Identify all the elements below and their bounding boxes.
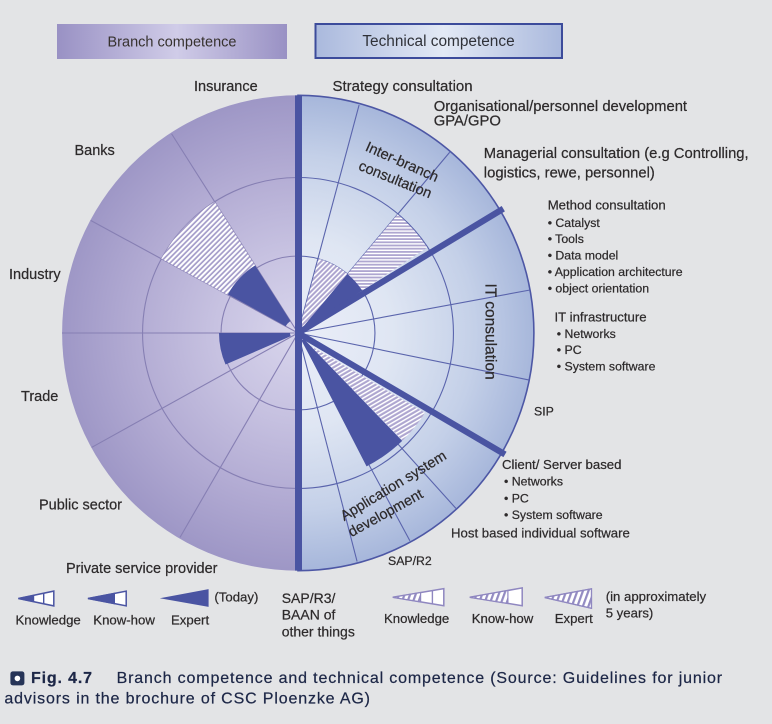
- svg-text:IT consulation: IT consulation: [482, 284, 499, 380]
- svg-text:Public sector: Public sector: [39, 498, 122, 514]
- svg-text:Expert: Expert: [555, 611, 593, 626]
- svg-text:Branch competence: Branch competence: [108, 35, 237, 51]
- svg-text:• System software: • System software: [557, 360, 656, 374]
- svg-text:Method consultation: Method consultation: [548, 198, 666, 213]
- svg-text:Client/ Server based: Client/ Server based: [502, 457, 621, 472]
- svg-text:Technical competence: Technical competence: [362, 33, 514, 50]
- svg-text:• Data model: • Data model: [548, 249, 619, 263]
- svg-text:• object orientation: • object orientation: [548, 282, 650, 296]
- svg-text:• Networks: • Networks: [504, 475, 563, 489]
- svg-text:BAAN of: BAAN of: [282, 606, 336, 622]
- svg-text:• Networks: • Networks: [557, 327, 616, 341]
- svg-text:(Today): (Today): [214, 590, 258, 605]
- svg-text:• Tools: • Tools: [548, 232, 584, 246]
- svg-text:Private service provider: Private service provider: [66, 561, 218, 577]
- svg-text:IT infrastructure: IT infrastructure: [555, 310, 647, 325]
- svg-text:other things: other things: [282, 623, 355, 639]
- svg-text:Fig. 4.7: Fig. 4.7: [31, 670, 93, 687]
- svg-text:SAP/R2: SAP/R2: [388, 554, 432, 568]
- svg-text:Branch competence and technica: Branch competence and technical competen…: [117, 670, 723, 687]
- svg-text:Know-how: Know-how: [472, 611, 534, 626]
- svg-text:Knowledge: Knowledge: [384, 611, 449, 626]
- svg-text:logistics, rewe, personnel): logistics, rewe, personnel): [484, 166, 655, 182]
- svg-text:SIP: SIP: [534, 405, 554, 419]
- svg-text:advisors in the brochure of CS: advisors in the brochure of CSC Ploenzke…: [4, 691, 370, 708]
- svg-text:Knowledge: Knowledge: [16, 613, 81, 628]
- svg-text:(in approximately: (in approximately: [606, 589, 707, 604]
- svg-text:Banks: Banks: [75, 143, 115, 159]
- svg-text:Organisational/personnel devel: Organisational/personnel development: [434, 99, 687, 115]
- svg-text:5 years): 5 years): [606, 606, 654, 621]
- svg-text:Expert: Expert: [171, 613, 209, 628]
- svg-text:Managerial consultation (e.g C: Managerial consultation (e.g Controlling…: [484, 146, 749, 162]
- svg-text:Insurance: Insurance: [194, 79, 258, 95]
- svg-text:• Catalyst: • Catalyst: [548, 216, 601, 230]
- svg-text:GPA/GPO: GPA/GPO: [434, 114, 501, 130]
- svg-text:Trade: Trade: [21, 389, 58, 405]
- svg-text:• PC: • PC: [557, 343, 582, 357]
- svg-text:Host based individual software: Host based individual software: [451, 526, 630, 541]
- svg-text:• System software: • System software: [504, 508, 603, 522]
- svg-text:Strategy consultation: Strategy consultation: [333, 78, 473, 95]
- svg-text:• Application architecture: • Application architecture: [548, 265, 683, 279]
- svg-text:• PC: • PC: [504, 492, 529, 506]
- svg-text:Know-how: Know-how: [93, 613, 155, 628]
- svg-text:Industry: Industry: [9, 267, 61, 283]
- svg-text:SAP/R3/: SAP/R3/: [282, 590, 336, 606]
